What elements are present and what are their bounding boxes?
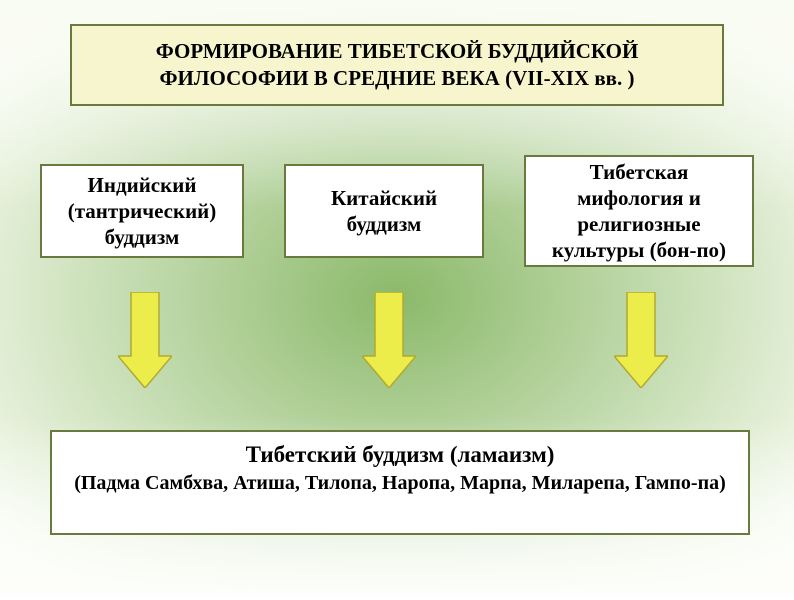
result-title: Тибетский буддизм (ламаизм) (70, 442, 730, 468)
source-box-1: Китайский буддизм (284, 164, 484, 258)
source-box-label: Тибетская мифология и религиозные культу… (534, 159, 744, 264)
diagram-title: ФОРМИРОВАНИЕ ТИБЕТСКОЙ БУДДИЙСКОЙ ФИЛОСО… (70, 24, 724, 106)
source-box-label: Китайский буддизм (294, 185, 474, 238)
result-box: Тибетский буддизм (ламаизм) (Падма Самбх… (50, 430, 750, 535)
result-subtitle: (Падма Самбхва, Атиша, Тилопа, Наропа, М… (70, 470, 730, 496)
down-arrow-icon (614, 292, 668, 393)
source-box-label: Индийский (тантрический) буддизм (50, 172, 234, 251)
source-box-0: Индийский (тантрический) буддизм (40, 164, 244, 258)
source-box-2: Тибетская мифология и религиозные культу… (524, 155, 754, 267)
diagram-title-text: ФОРМИРОВАНИЕ ТИБЕТСКОЙ БУДДИЙСКОЙ ФИЛОСО… (92, 38, 702, 93)
down-arrow-icon (118, 292, 172, 393)
down-arrow-icon (362, 292, 416, 393)
